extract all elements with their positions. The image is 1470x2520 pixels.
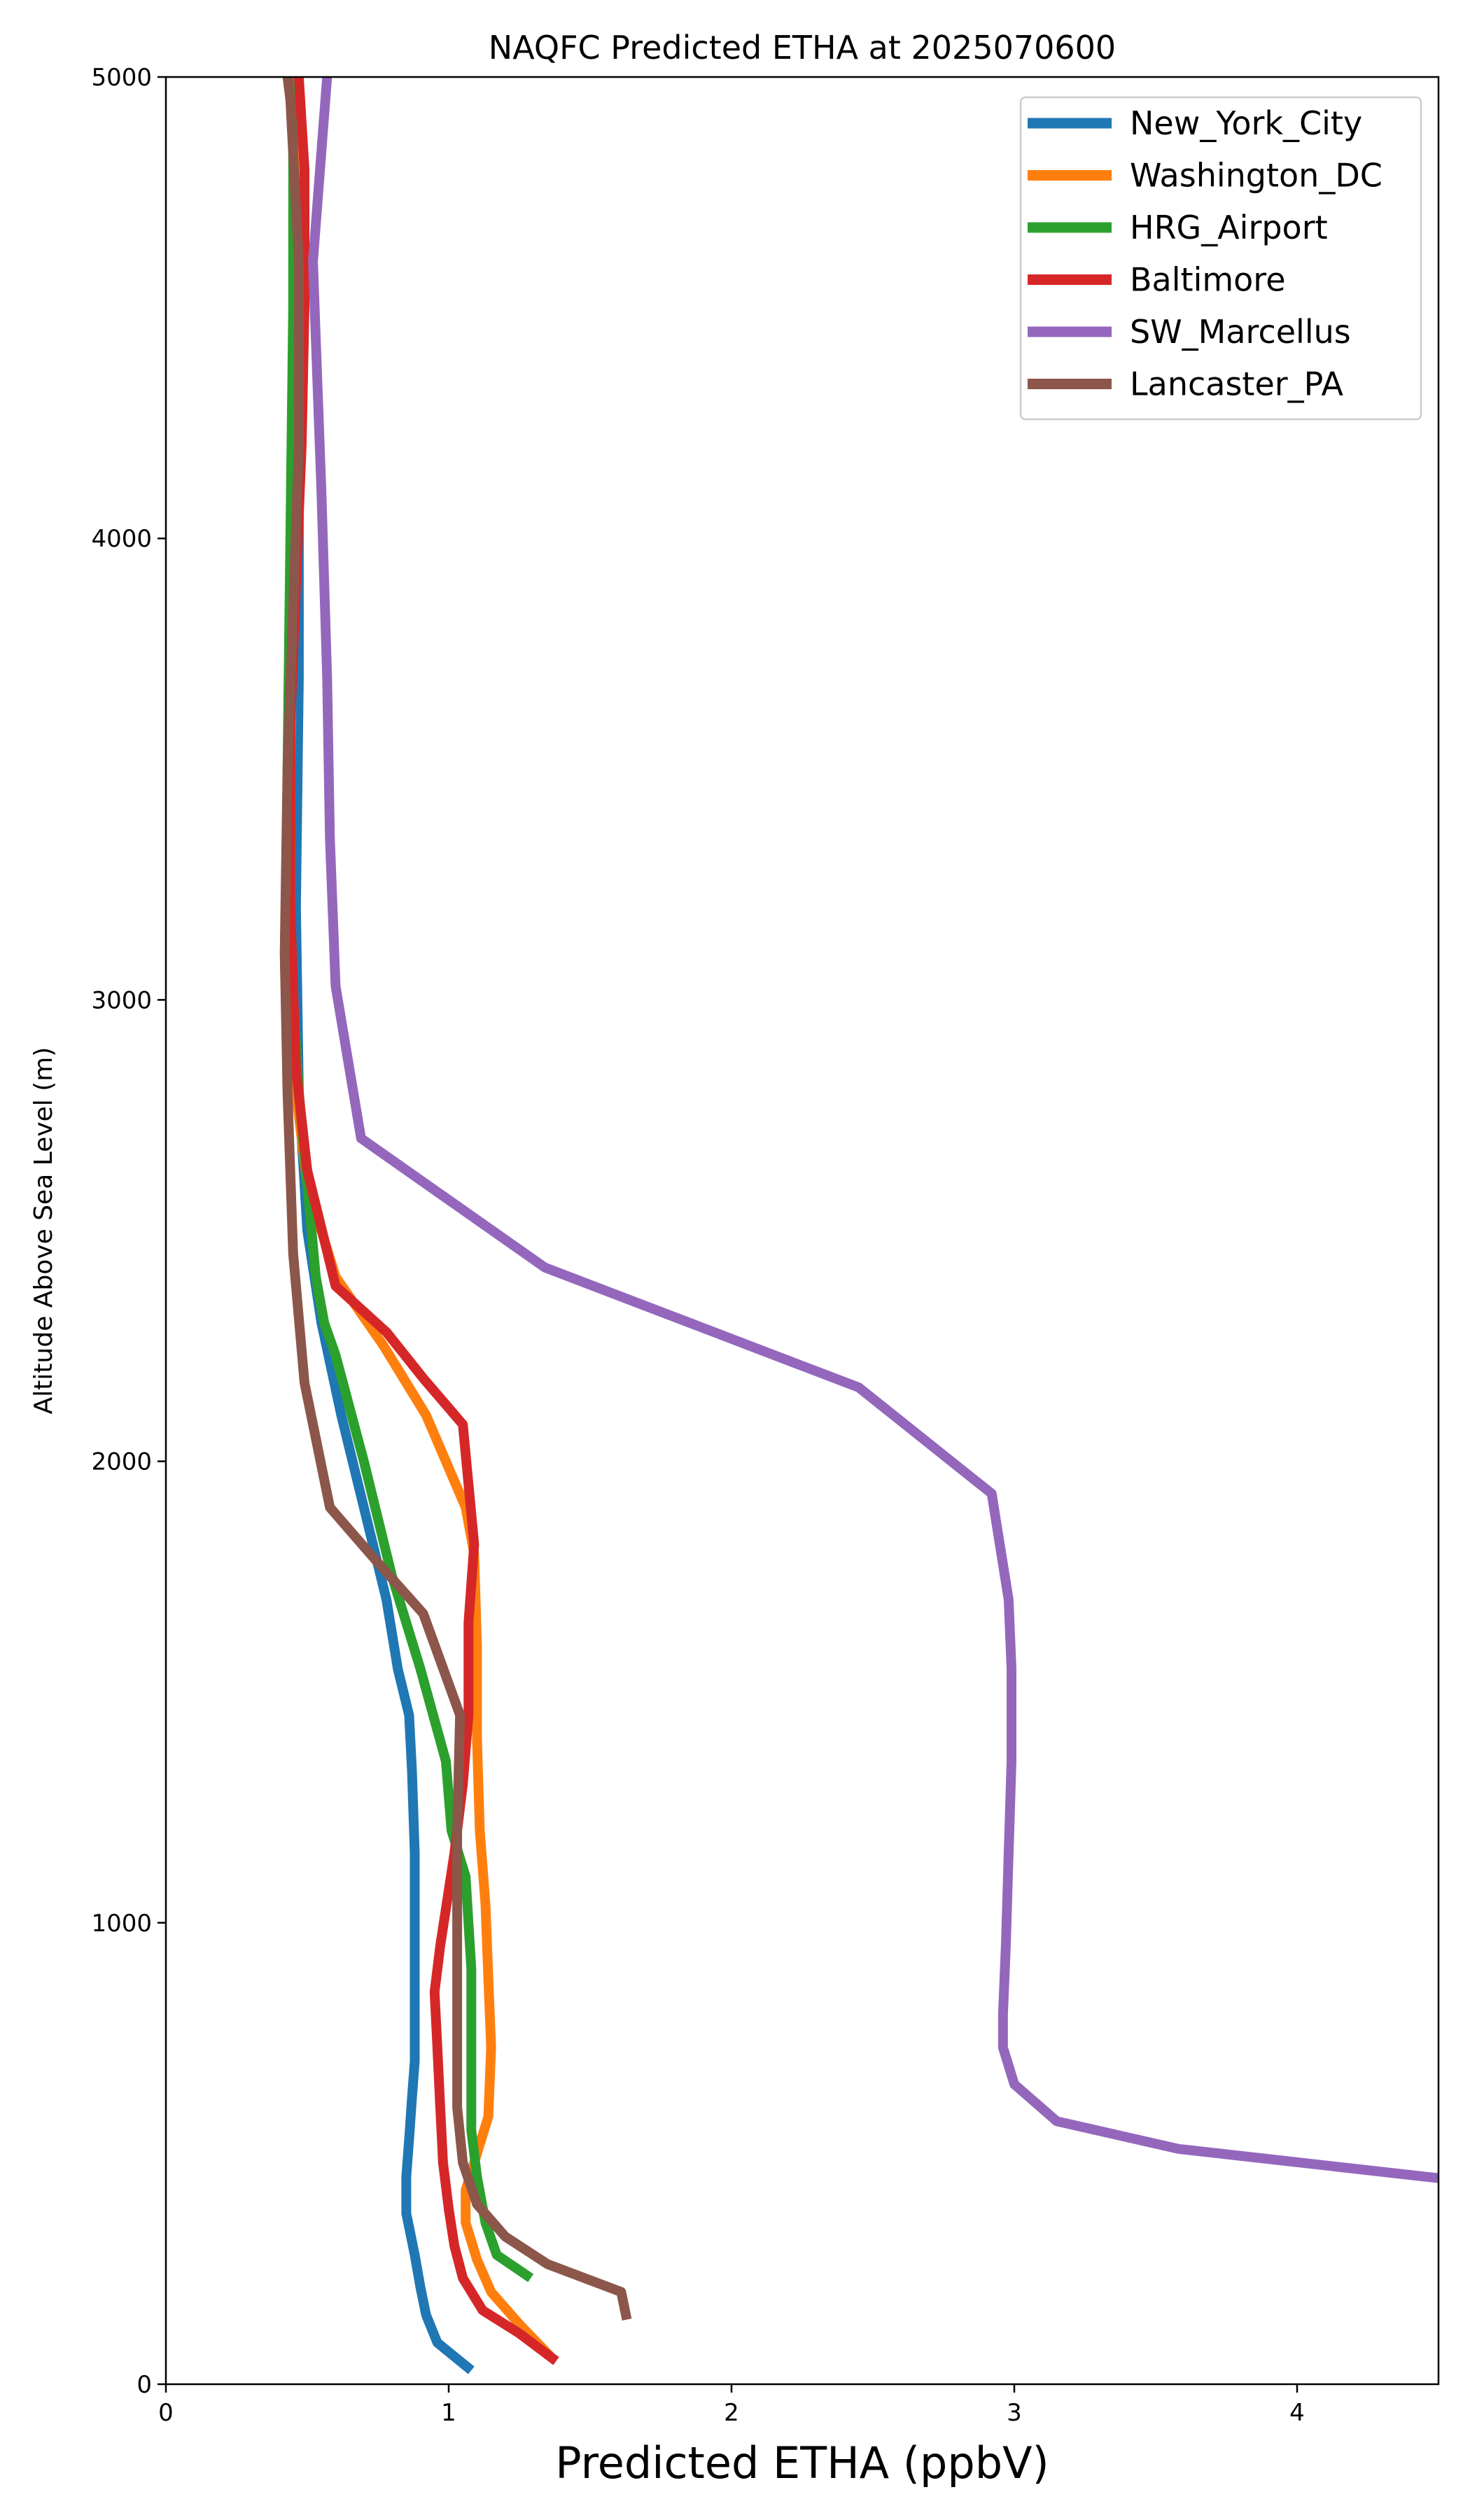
y-tick-label: 4000 bbox=[91, 525, 152, 553]
x-tick-label: 2 bbox=[724, 2399, 739, 2427]
legend: New_York_City Washington_DC HRG_Airport Bal… bbox=[1019, 96, 1422, 421]
legend-label: Washington_DC bbox=[1130, 157, 1382, 195]
x-tick-label: 1 bbox=[441, 2399, 456, 2427]
y-tick-label: 3000 bbox=[91, 986, 152, 1014]
legend-label: SW_Marcellus bbox=[1130, 313, 1351, 351]
y-tick-label: 1000 bbox=[91, 1910, 152, 1938]
legend-label: Baltimore bbox=[1130, 261, 1286, 299]
x-tick-label: 4 bbox=[1289, 2399, 1305, 2427]
legend-label: HRG_Airport bbox=[1130, 209, 1328, 246]
legend-frame bbox=[1019, 96, 1422, 421]
y-axis-label: Altitude Above Sea Level (m) bbox=[29, 1047, 58, 1415]
series-layer bbox=[279, 77, 1438, 2374]
series-line-washington-dc bbox=[285, 77, 554, 2360]
x-tick-label: 3 bbox=[1007, 2399, 1022, 2427]
legend-label: New_York_City bbox=[1130, 104, 1362, 142]
series-line-baltimore bbox=[285, 77, 559, 2365]
y-axis: 0 1000 2000 3000 4000 5000 bbox=[91, 64, 166, 2399]
y-tick-label: 0 bbox=[136, 2371, 152, 2399]
x-axis: 0 1 2 3 4 bbox=[158, 2384, 1305, 2427]
y-tick-label: 5000 bbox=[91, 64, 152, 92]
x-axis-label: Predicted ETHA (ppbV) bbox=[555, 2437, 1049, 2488]
plot-frame bbox=[164, 76, 1440, 2386]
series-line-sw-marcellus bbox=[308, 77, 1438, 2183]
legend-label: Lancaster_PA bbox=[1130, 365, 1343, 403]
y-tick-label: 2000 bbox=[91, 1448, 152, 1476]
x-tick-label: 0 bbox=[158, 2399, 174, 2427]
series-line-lancaster-pa bbox=[279, 77, 632, 2321]
chart-title: NAQFC Predicted ETHA at 2025070600 bbox=[489, 29, 1116, 66]
